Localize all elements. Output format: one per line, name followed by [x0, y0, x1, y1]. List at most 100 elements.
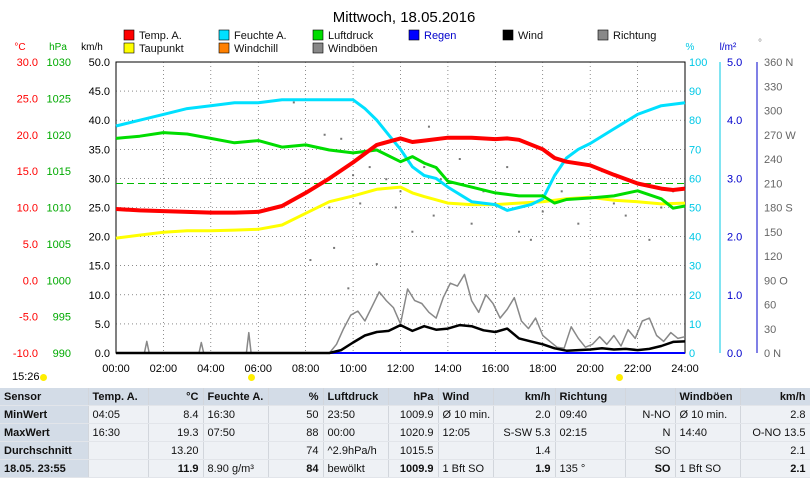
sunrise-marker [248, 374, 255, 381]
direction-point [432, 214, 435, 217]
direction-point [340, 137, 343, 140]
now-marker [40, 374, 47, 381]
humidity-axis-tick: 10 [689, 319, 701, 331]
direction-axis-tick: 270 W [764, 130, 796, 142]
direction-axis-tick: 0 N [764, 348, 781, 360]
stats-header-cell: Temp. A. [88, 388, 149, 406]
x-tick-label: 02:00 [150, 363, 178, 375]
direction-point [352, 174, 355, 177]
axis-unit-rain: l/m² [720, 42, 737, 53]
stats-cell: 00:00 [323, 423, 389, 442]
stats-cell: S-SW 5.3 [493, 423, 556, 442]
stats-cell: 04:05 [88, 405, 149, 424]
wind-axis-tick: 5.0 [95, 319, 110, 331]
rain-axis-tick: 3.0 [727, 173, 742, 185]
pressure-axis-tick: 990 [53, 348, 71, 360]
direction-point [518, 230, 521, 233]
pressure-axis-tick: 1030 [47, 57, 71, 69]
stats-row-label: MinWert [0, 405, 89, 424]
stats-cell: 16:30 [88, 423, 149, 442]
direction-point [375, 263, 378, 266]
stats-header-cell: km/h [740, 388, 810, 406]
temp-axis-tick: 20.0 [17, 130, 38, 142]
stats-cell: 09:40 [555, 405, 626, 424]
wind-axis-tick: 45.0 [89, 86, 110, 98]
stats-row-label: MaxWert [0, 423, 89, 442]
stats-header-cell: Feuchte A. [203, 388, 269, 406]
axis-unit-pressure: hPa [49, 42, 67, 53]
rain-axis-tick: 4.0 [727, 115, 742, 127]
stats-cell: 14:40 [675, 423, 741, 442]
series-line-luftdruck [115, 131, 686, 210]
stats-cell: 74 [268, 441, 324, 460]
stats-cell: 2.1 [740, 441, 810, 460]
stats-cell: 8.4 [148, 405, 204, 424]
stats-header-cell: km/h [493, 388, 556, 406]
direction-axis-tick: 150 [764, 227, 782, 239]
legend-label: Feuchte A. [234, 30, 287, 42]
stats-cell: 11.9 [148, 459, 204, 478]
legend-swatch [312, 42, 324, 54]
rain-axis-tick: 5.0 [727, 57, 742, 69]
stats-cell: Ø 10 min. [438, 405, 494, 424]
stats-row-label: 18.05. 23:55 [0, 459, 89, 478]
stats-row: MaxWert 16:30 19.3 07:50 88 00:00 1020.9 12:05 S… [0, 423, 810, 442]
humidity-axis-tick: 80 [689, 115, 701, 127]
humidity-axis-tick: 0 [689, 348, 695, 360]
pressure-axis-tick: 1010 [47, 203, 71, 215]
temp-axis-tick: 30.0 [17, 57, 38, 69]
direction-point [423, 166, 426, 169]
rain-axis-tick: 2.0 [727, 232, 742, 244]
series-line-wind [116, 323, 686, 355]
humidity-axis-tick: 100 [689, 57, 707, 69]
humidity-axis-tick: 20 [689, 290, 701, 302]
temp-axis-tick: -5.0 [19, 312, 38, 324]
stats-cell [88, 459, 149, 478]
direction-point [529, 238, 532, 241]
direction-axis-tick: 90 O [764, 275, 788, 287]
direction-axis-tick: 30 [764, 324, 776, 336]
legend-swatch [123, 42, 135, 54]
stats-cell: 2.1 [740, 459, 810, 478]
legend-label: Temp. A. [139, 30, 182, 42]
legend: Temp. A. Feuchte A. Luftdruck Regen Wind Rich… [123, 29, 656, 55]
x-tick-label: 14:00 [434, 363, 462, 375]
direction-point [328, 206, 331, 209]
stats-cell: 2.0 [493, 405, 556, 424]
pressure-axis-tick: 1000 [47, 275, 71, 287]
wind-axis-tick: 40.0 [89, 115, 110, 127]
series-line-feuchte-a [115, 98, 686, 212]
direction-point [347, 287, 350, 290]
legend-swatch [408, 29, 420, 41]
temp-axis-tick: 15.0 [17, 166, 38, 178]
x-tick-label: 08:00 [292, 363, 320, 375]
stats-cell: SO [625, 441, 676, 460]
stats-cell: 1020.9 [388, 423, 439, 442]
x-tick-label: 22:00 [624, 363, 652, 375]
stats-cell: 12:05 [438, 423, 494, 442]
direction-point [427, 125, 430, 128]
stats-row: 18.05. 23:55 11.9 8.90 g/m³ 84 bewölkt 1009.9… [0, 459, 810, 478]
stats-cell: 135 ° [555, 459, 626, 478]
stats-row-label: Durchschnitt [0, 441, 89, 460]
stats-cell: SO [625, 459, 676, 478]
direction-point [333, 246, 336, 249]
x-tick-label: 06:00 [244, 363, 272, 375]
stats-cell [675, 441, 741, 460]
current-time: 15:26 [12, 371, 40, 383]
direction-axis-tick: 330 [764, 81, 782, 93]
stats-cell: 1009.9 [388, 405, 439, 424]
stats-cell: O-NO 13.5 [740, 423, 810, 442]
temp-axis-tick: 5.0 [23, 239, 38, 251]
stats-cell: 07:50 [203, 423, 269, 442]
direction-point [506, 166, 509, 169]
direction-point [359, 202, 362, 205]
stats-header-cell: hPa [388, 388, 439, 406]
x-axis-ticks: 00:00 02:00 04:00 06:00 08:00 10:00 12:00 14:00… [102, 363, 699, 375]
temp-axis-tick: 10.0 [17, 203, 38, 215]
x-tick-label: 16:00 [482, 363, 510, 375]
wind-axis-tick: 10.0 [89, 290, 110, 302]
direction-point [612, 202, 615, 205]
stats-cell [203, 441, 269, 460]
legend-label: Taupunkt [139, 43, 184, 55]
